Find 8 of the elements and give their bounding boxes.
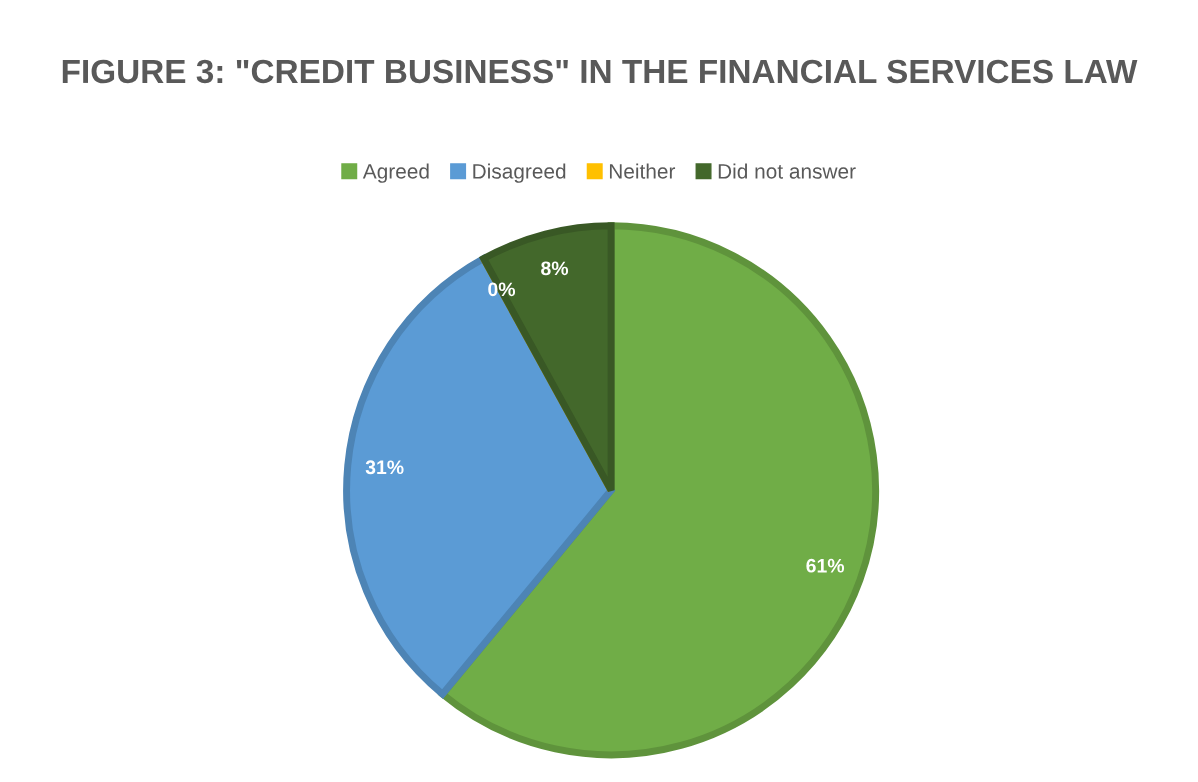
data-label: 31% <box>365 460 404 475</box>
legend-label: Agreed <box>362 163 429 183</box>
legend-label: Disagreed <box>473 163 566 183</box>
legend-label: Neither <box>609 163 676 179</box>
data-label: 8% <box>541 261 569 276</box>
legend-label: Did not answer <box>718 163 856 179</box>
chart-title: FIGURE 3: "CREDIT BUSINESS" IN THE FINANCIAL SERVICES LAW <box>62 59 1138 84</box>
data-label: 61% <box>806 558 845 573</box>
